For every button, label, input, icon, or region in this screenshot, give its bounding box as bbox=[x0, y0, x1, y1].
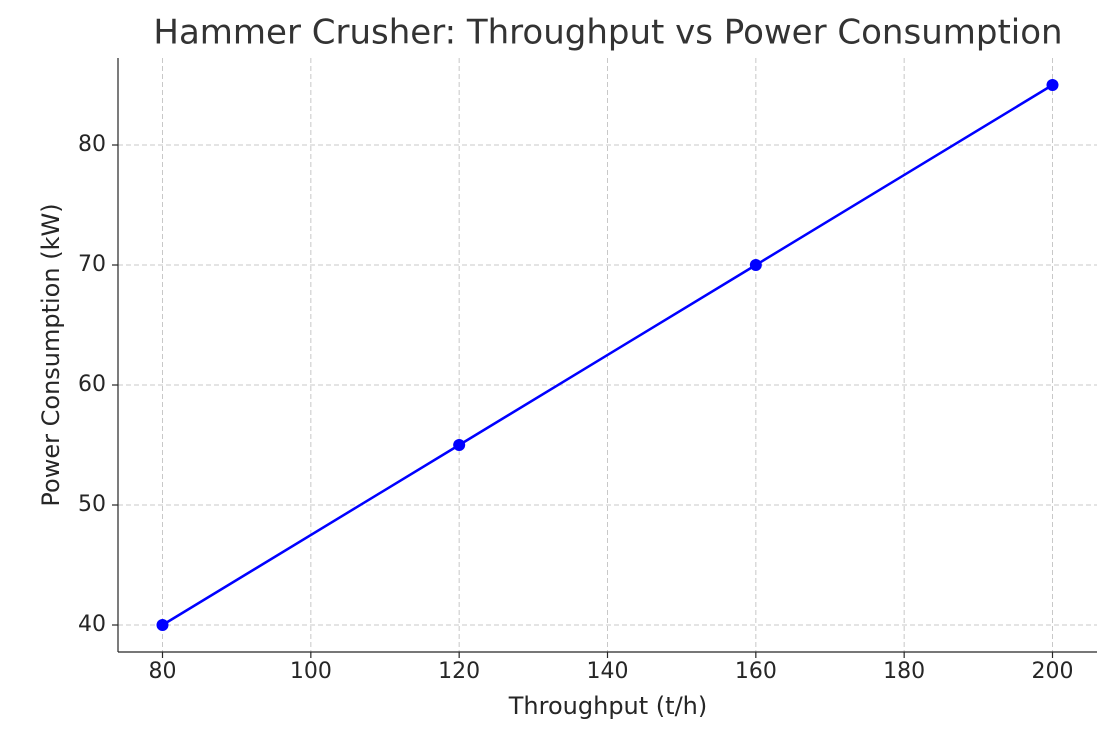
y-axis-label: Power Consumption (kW) bbox=[37, 203, 65, 506]
y-tick-label: 60 bbox=[78, 372, 106, 397]
x-tick-label: 100 bbox=[290, 659, 332, 684]
x-tick-label: 160 bbox=[735, 659, 777, 684]
y-tick-label: 50 bbox=[78, 492, 106, 517]
point bbox=[1046, 79, 1059, 91]
point bbox=[749, 259, 762, 271]
y-tick-label: 80 bbox=[78, 132, 106, 157]
point bbox=[156, 619, 169, 631]
x-tick-label: 80 bbox=[149, 659, 177, 684]
y-tick-label: 70 bbox=[78, 252, 106, 277]
y-tick-label: 40 bbox=[78, 612, 106, 637]
x-tick-label: 120 bbox=[438, 659, 480, 684]
chart-title: Hammer Crusher: Throughput vs Power Cons… bbox=[153, 13, 1062, 53]
x-tick-label: 180 bbox=[883, 659, 925, 684]
x-axis-label: Throughput (t/h) bbox=[508, 692, 707, 720]
point bbox=[453, 439, 466, 451]
line bbox=[161, 83, 1054, 627]
x-tick-label: 200 bbox=[1032, 659, 1074, 684]
x-tick-label: 140 bbox=[587, 659, 629, 684]
